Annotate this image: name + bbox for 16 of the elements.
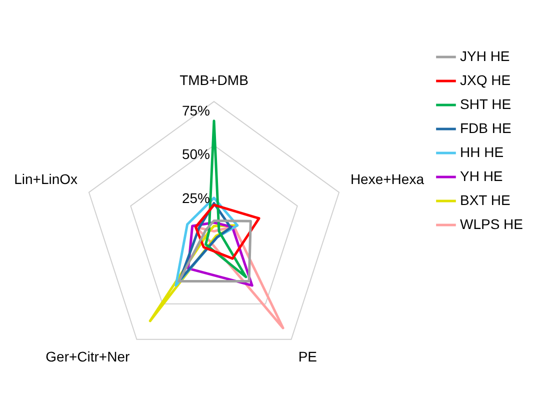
legend-label: YH HE (460, 168, 503, 184)
y-tick-label: 75% (182, 102, 210, 118)
legend-label: SHT HE (460, 96, 512, 112)
legend-label: JXQ HE (460, 72, 511, 88)
legend-label: FDB HE (460, 120, 512, 136)
y-tick-label: 50% (182, 146, 210, 162)
spoke-label: TMB+DMB (180, 72, 248, 88)
y-tick-label: 25% (182, 190, 210, 206)
spoke-label: Ger+Citr+Ner (46, 348, 130, 364)
spoke-label: Hexe+Hexa (350, 171, 424, 188)
legend-label: HH HE (460, 144, 504, 160)
legend-label: WLPS HE (460, 216, 523, 232)
legend-label: JYH HE (460, 48, 510, 64)
spoke-label: PE (298, 348, 318, 364)
legend-label: BXT HE (460, 192, 510, 208)
spoke-label: Lin+LinOx (14, 171, 78, 188)
